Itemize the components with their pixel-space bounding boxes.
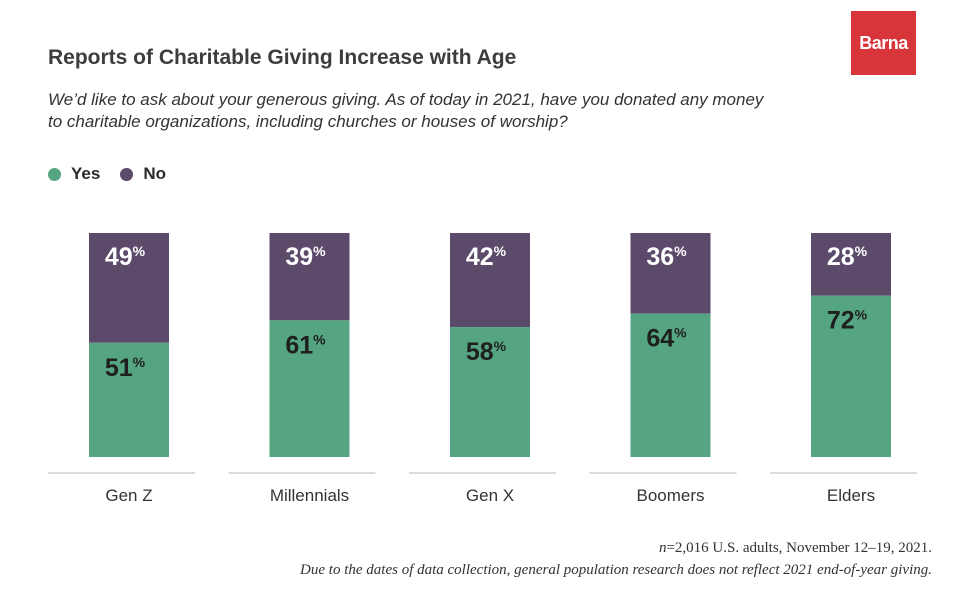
value-label-yes-millennials: 61% bbox=[285, 331, 326, 359]
data-collection-note: Due to the dates of data collection, gen… bbox=[300, 562, 932, 578]
value-label-no-boomers: 36% bbox=[646, 243, 687, 271]
legend-no-label: No bbox=[143, 164, 166, 183]
value-label-yes-gen-z: 51% bbox=[105, 354, 146, 382]
barna-logo: Barna bbox=[851, 11, 916, 75]
legend-yes-label: Yes bbox=[71, 164, 101, 183]
category-label-gen-x: Gen X bbox=[466, 486, 514, 505]
category-label-millennials: Millennials bbox=[270, 486, 349, 505]
bar-no-boomers bbox=[630, 233, 711, 314]
sample-n: n bbox=[658, 540, 667, 556]
value-label-no-millennials: 39% bbox=[285, 243, 326, 271]
bar-no-gen-z bbox=[89, 233, 169, 343]
legend: Yes No bbox=[48, 164, 186, 184]
legend-yes-swatch bbox=[48, 167, 61, 181]
legend-item-yes: Yes bbox=[48, 164, 100, 184]
bar-yes-elders bbox=[811, 295, 891, 457]
category-label-elders: Elders bbox=[827, 486, 875, 505]
bar-yes-millennials bbox=[269, 320, 350, 457]
footnotes: n=2,016 U.S. adults, November 12–19, 202… bbox=[300, 537, 932, 581]
chart-title: Reports of Charitable Giving Increase wi… bbox=[48, 46, 517, 69]
sample-note-text: =2,016 U.S. adults, November 12–19, 2021… bbox=[666, 540, 932, 556]
chart-subtitle: We’d like to ask about your generous giv… bbox=[48, 90, 764, 131]
legend-item-no: No bbox=[120, 164, 166, 184]
bar-yes-gen-x bbox=[450, 327, 530, 457]
category-label-gen-z: Gen Z bbox=[105, 486, 152, 505]
value-label-yes-gen-x: 58% bbox=[466, 338, 507, 366]
bar-no-millennials bbox=[269, 233, 350, 321]
bar-yes-gen-z bbox=[89, 342, 169, 457]
bar-no-gen-x bbox=[450, 233, 530, 328]
bar-no-elders bbox=[811, 233, 891, 296]
bar-yes-boomers bbox=[630, 313, 711, 457]
category-label-boomers: Boomers bbox=[636, 486, 704, 505]
sample-note: n=2,016 U.S. adults, November 12–19, 202… bbox=[300, 537, 932, 559]
legend-no-swatch bbox=[120, 167, 134, 181]
